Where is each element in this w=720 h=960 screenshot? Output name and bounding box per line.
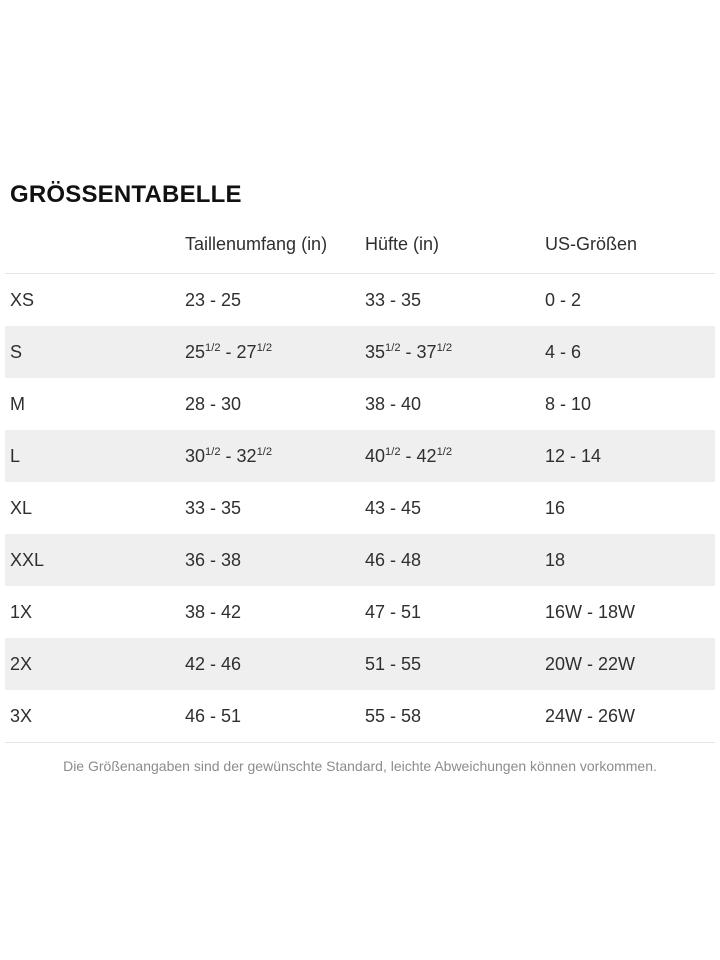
table-row: XXL 36 - 38 46 - 48 18 [5,534,715,586]
cell-waist: 46 - 51 [185,690,365,743]
size-chart-footnote: Die Größenangaben sind der gewünschte St… [63,758,657,774]
cell-size: XS [10,289,35,310]
cell-us: 8 - 10 [545,393,592,414]
header-size-column [5,220,185,274]
cell-us: 16W - 18W [545,601,636,622]
size-chart-title: GRÖSSENTABELLE [10,181,242,208]
size-table: Taillenumfang (in) Hüfte (in) US-Größen … [5,220,715,743]
cell-waist: 251/2 - 271/2 [185,341,273,362]
cell-size: XL [10,497,33,518]
cell-hips: 55 - 58 [365,690,545,743]
cell-waist: 28 - 30 [185,393,242,414]
cell-waist: 38 - 42 [185,601,242,622]
cell-waist: 33 - 35 [185,497,242,518]
table-row: 3X 46 - 51 55 - 58 24W - 26W [5,690,715,743]
cell-hips: 46 - 48 [365,549,422,570]
header-us-sizes-column: US-Größen [545,220,715,274]
cell-us: 16 [545,497,566,518]
table-row: 2X 42 - 46 51 - 55 20W - 22W [5,638,715,690]
cell-size: S [10,341,23,362]
header-row: Taillenumfang (in) Hüfte (in) US-Größen [5,220,715,274]
table-row: XS 23 - 25 33 - 35 0 - 2 [5,274,715,327]
cell-waist: 42 - 46 [185,653,242,674]
table-row: 1X 38 - 42 47 - 51 16W - 18W [5,586,715,638]
table-row: S 251/2 - 271/2 351/2 - 371/2 4 - 6 [5,326,715,378]
cell-us: 20W - 22W [545,653,636,674]
cell-waist: 23 - 25 [185,289,242,310]
table-row: L 301/2 - 321/2 401/2 - 421/2 12 - 14 [5,430,715,482]
cell-us: 12 - 14 [545,445,602,466]
size-table-body: XS 23 - 25 33 - 35 0 - 2 S 251/2 - 271/2 351/2… [5,274,715,743]
cell-hips: 351/2 - 371/2 [365,341,453,362]
cell-us: 0 - 2 [545,289,582,310]
cell-us: 24W - 26W [545,690,715,743]
cell-waist: 36 - 38 [185,549,242,570]
cell-hips: 401/2 - 421/2 [365,445,453,466]
table-row: XL 33 - 35 43 - 45 16 [5,482,715,534]
header-waist-column: Taillenumfang (in) [185,220,365,274]
cell-us: 4 - 6 [545,341,582,362]
cell-hips: 43 - 45 [365,497,422,518]
table-row: M 28 - 30 38 - 40 8 - 10 [5,378,715,430]
size-table-header: Taillenumfang (in) Hüfte (in) US-Größen [5,220,715,274]
cell-size: XXL [10,549,45,570]
cell-size: 3X [5,690,185,743]
cell-size: 2X [10,653,33,674]
cell-hips: 47 - 51 [365,601,422,622]
cell-size: L [10,445,21,466]
cell-waist: 301/2 - 321/2 [185,445,273,466]
cell-hips: 38 - 40 [365,393,422,414]
cell-hips: 51 - 55 [365,653,422,674]
cell-hips: 33 - 35 [365,289,422,310]
header-hips-column: Hüfte (in) [365,220,545,274]
cell-us: 18 [545,549,566,570]
cell-size: 1X [10,601,33,622]
cell-size: M [10,393,25,414]
size-chart-section: GRÖSSENTABELLE Taillenumfang (in) Hüfte … [5,181,715,774]
